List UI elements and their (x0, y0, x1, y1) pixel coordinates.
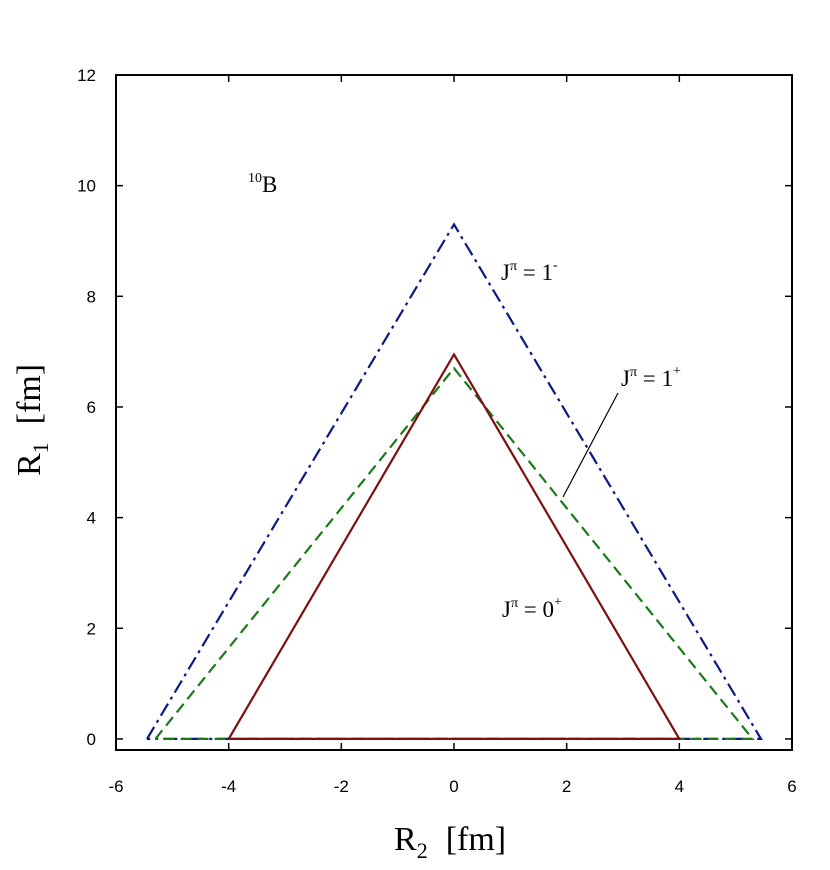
series-line-0 (146, 222, 763, 741)
x-tick-label: 6 (787, 777, 796, 796)
x-tick-label: 2 (562, 777, 571, 796)
x-tick-label: 0 (449, 777, 458, 796)
y-tick-label: 0 (87, 730, 96, 749)
x-tick-label: 4 (675, 777, 684, 796)
x-axis-title: R2 [fm] (394, 821, 506, 863)
x-tick-label: -4 (221, 777, 236, 796)
series-label-leader-line (562, 392, 619, 498)
ticks-layer: -6 -4 -2 0 2 4 6 0 2 4 6 8 10 12 (77, 66, 797, 796)
nucleus-mass-number: 10 (248, 171, 262, 186)
y-tick-label: 6 (87, 398, 96, 417)
nucleus-label: 10B (248, 171, 277, 197)
plot-frame (115, 74, 793, 751)
x-tick-label: -6 (108, 777, 123, 796)
y-tick-label: 8 (87, 287, 96, 306)
y-axis-title: R1[fm] (11, 364, 53, 476)
series-label-jpi-0-plus: Jπ = 0+ (502, 595, 562, 622)
series-label-jpi-1-minus: Jπ = 1- (501, 258, 558, 285)
nucleus-symbol: B (262, 172, 277, 197)
series-line-2 (227, 352, 682, 741)
y-tick-label: 4 (87, 509, 96, 528)
y-tick-label: 12 (77, 66, 96, 85)
y-tick-label: 10 (77, 177, 96, 196)
x-tick-label: -2 (334, 777, 349, 796)
plot-area: -6 -4 -2 0 2 4 6 0 2 4 6 8 10 12 (77, 66, 797, 796)
series-line-1 (154, 366, 755, 741)
y-tick-label: 2 (87, 619, 96, 638)
series-layer (146, 222, 763, 741)
series-label-jpi-1-plus: Jπ = 1+ (621, 364, 681, 391)
